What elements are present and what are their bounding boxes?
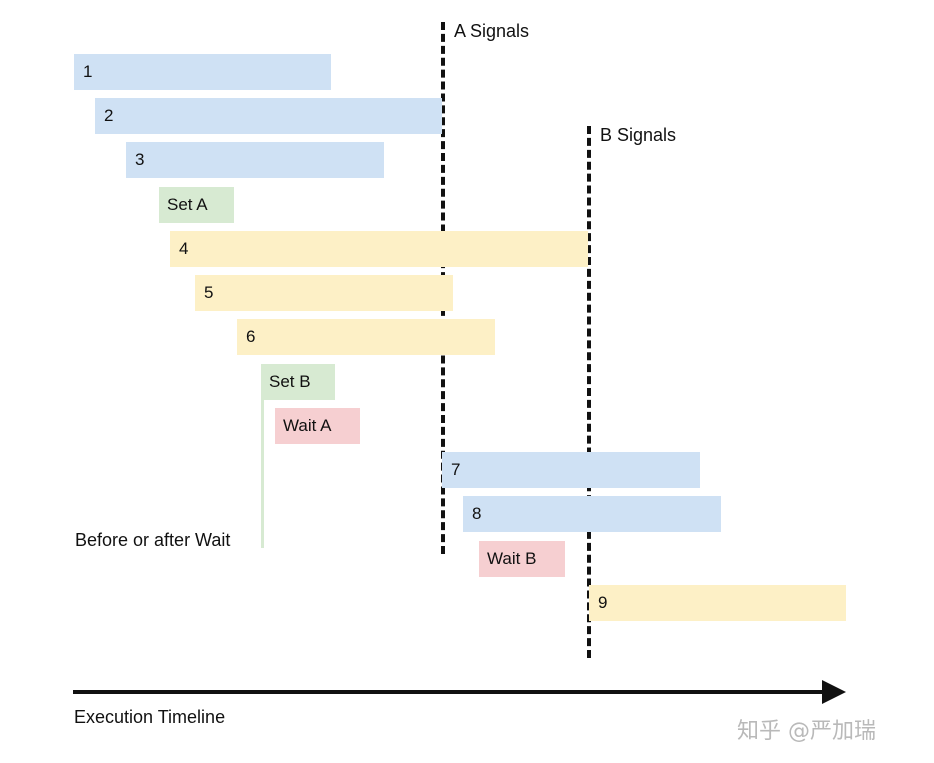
task-bar-2: 2 xyxy=(95,98,442,134)
b-signal-line xyxy=(587,126,591,658)
wait-b-bar: Wait B xyxy=(479,541,565,577)
timeline-axis xyxy=(73,690,828,694)
task-bar-8: 8 xyxy=(463,496,721,532)
task-bar-4: 4 xyxy=(170,231,588,267)
task-bar-1: 1 xyxy=(74,54,331,90)
set-b-stem xyxy=(261,400,264,548)
task-bar-6: 6 xyxy=(237,319,495,355)
set-b-bar: Set B xyxy=(261,364,335,400)
watermark: 知乎 @严加瑞 xyxy=(737,719,876,744)
timeline-arrowhead xyxy=(822,680,846,704)
axis-label: Execution Timeline xyxy=(74,707,226,727)
task-bar-9: 9 xyxy=(589,585,846,621)
wait-a-bar: Wait A xyxy=(275,408,360,444)
a-signals-label: A Signals xyxy=(454,21,530,41)
before-or-after-wait-annotation: Before or after Wait xyxy=(75,530,231,550)
set-a-bar: Set A xyxy=(159,187,234,223)
task-bar-5: 5 xyxy=(195,275,453,311)
task-bar-7: 7 xyxy=(442,452,700,488)
b-signals-label: B Signals xyxy=(600,125,677,145)
task-bar-3: 3 xyxy=(126,142,384,178)
